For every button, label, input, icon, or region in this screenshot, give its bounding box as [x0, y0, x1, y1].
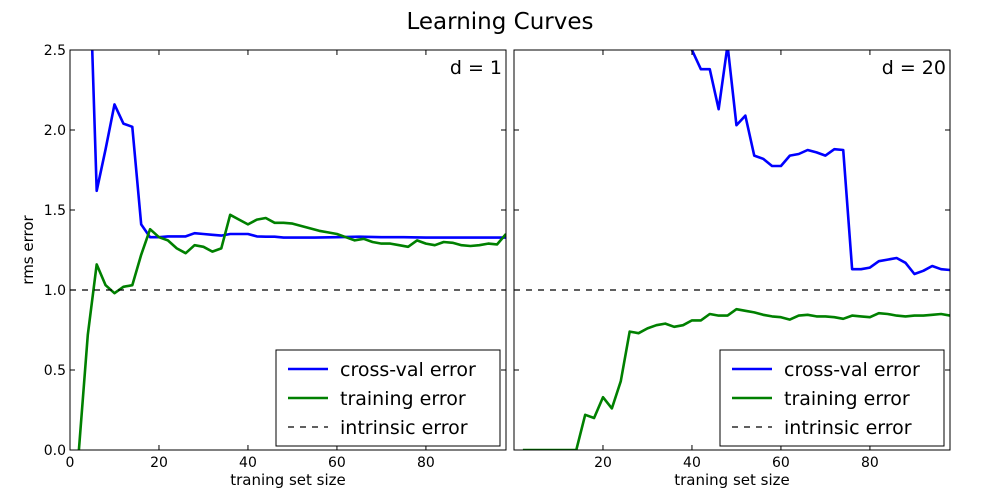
x-tick-label: 20 — [150, 455, 168, 471]
panel-d20: 20 40 60 80 traning set size d = 20 cross-val … — [513, 49, 951, 489]
legend: cross-val error training error intrinsic e… — [275, 349, 501, 447]
legend-label-training-error: training error — [340, 388, 466, 410]
legend-label-training-error: training error — [784, 388, 910, 410]
degree-annotation: d = 1 — [450, 57, 502, 79]
series-line-training-error — [77, 213, 506, 450]
x-tick-label: 40 — [239, 455, 257, 471]
x-tick-label: 80 — [861, 455, 879, 471]
y-tick-label: 1.5 — [44, 203, 66, 219]
y-tick-label: 1.0 — [44, 283, 66, 299]
x-tick-label: 20 — [594, 455, 612, 471]
panel-d1: 0 20 40 60 80 0.0 0.5 1.0 1.5 2.0 2.5 traning set s… — [19, 43, 507, 489]
x-tick-label: 60 — [328, 455, 346, 471]
y-tick-label: 2.0 — [44, 123, 66, 139]
legend: cross-val error training error intrinsic e… — [719, 349, 945, 447]
series-line-training-error — [522, 307, 950, 450]
x-tick-label: 0 — [66, 455, 75, 471]
x-tick-label: 60 — [772, 455, 790, 471]
y-axis-label: rms error — [19, 214, 37, 284]
x-tick-label: 80 — [417, 455, 435, 471]
degree-annotation: d = 20 — [882, 57, 946, 79]
legend-label-cross-val-error: cross-val error — [784, 359, 920, 381]
legend-label-cross-val-error: cross-val error — [340, 359, 476, 381]
series-line-cross-val-error — [690, 50, 950, 276]
series-group — [70, 50, 506, 450]
legend-label-intrinsic-error: intrinsic error — [340, 417, 468, 439]
y-tick-label: 2.5 — [44, 43, 66, 59]
series-line-cross-val-error — [90, 50, 506, 239]
legend-label-intrinsic-error: intrinsic error — [784, 417, 912, 439]
plot-frame — [513, 49, 951, 451]
series-group — [514, 50, 950, 450]
x-axis-label: traning set size — [674, 471, 790, 489]
y-tick-label: 0.5 — [44, 363, 66, 379]
x-axis-label: traning set size — [230, 471, 346, 489]
x-tick-label: 40 — [683, 455, 701, 471]
plot-frame — [69, 49, 507, 451]
figure-title: Learning Curves — [407, 9, 594, 35]
y-tick-label: 0.0 — [44, 443, 66, 459]
